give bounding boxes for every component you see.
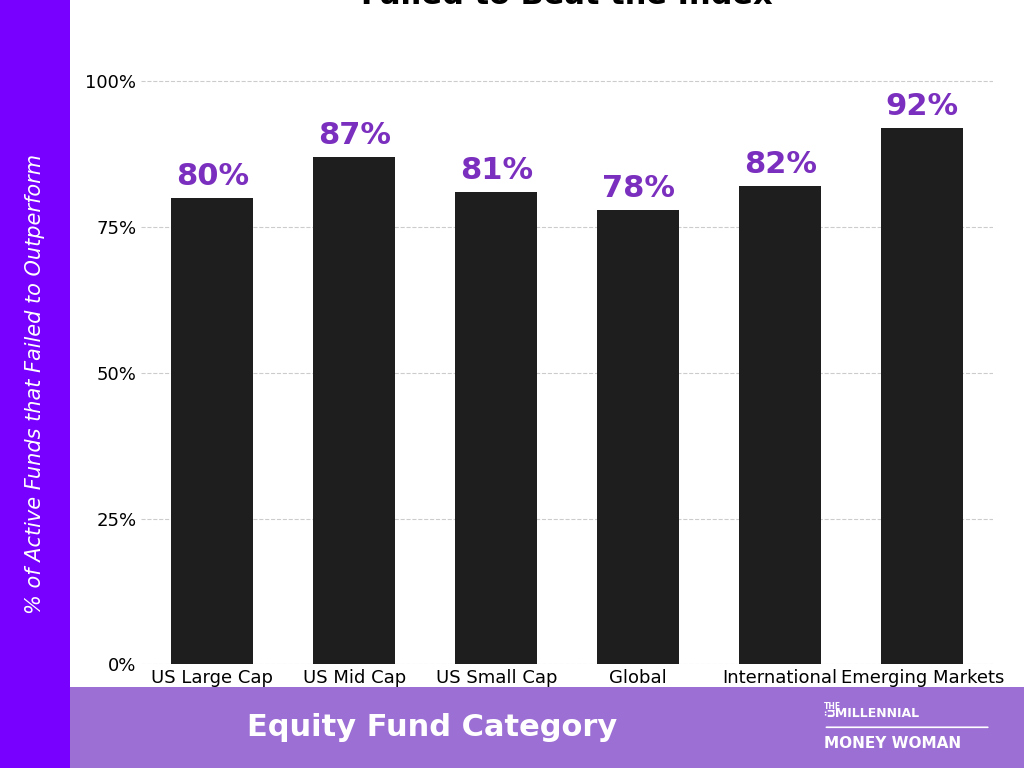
- Bar: [455, 192, 538, 664]
- Text: THE: THE: [823, 702, 841, 711]
- Text: % of Active Funds that Failed to Outperform: % of Active Funds that Failed to Outperf…: [25, 154, 45, 614]
- Bar: [597, 210, 680, 664]
- Text: 80%: 80%: [176, 162, 249, 191]
- Text: Equity Fund Category: Equity Fund Category: [247, 713, 617, 742]
- Bar: [313, 157, 395, 664]
- Text: MONEY WOMAN: MONEY WOMAN: [823, 737, 961, 751]
- Text: 81%: 81%: [460, 156, 532, 185]
- Text: 87%: 87%: [317, 121, 391, 150]
- Text: 78%: 78%: [602, 174, 675, 203]
- Text: ᴞMILLENNIAL: ᴞMILLENNIAL: [823, 707, 920, 720]
- Title: Percentage of Active Public Equity Funds That
Failed to Beat the Index: Percentage of Active Public Equity Funds…: [170, 0, 965, 9]
- Bar: [739, 187, 821, 664]
- Bar: [881, 128, 964, 664]
- Text: 82%: 82%: [743, 151, 817, 179]
- Bar: [171, 198, 254, 664]
- Text: 92%: 92%: [886, 92, 958, 121]
